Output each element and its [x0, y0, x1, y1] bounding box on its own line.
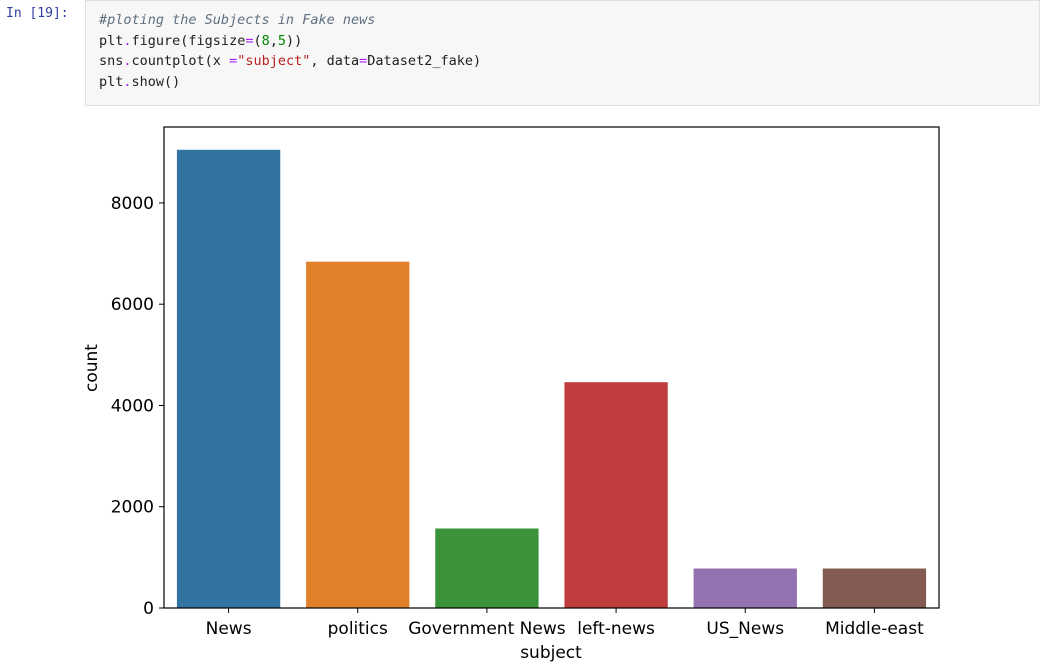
- countplot-chart: 0 2000 4000 6000 8000 News politics Government…: [82, 126, 940, 663]
- x-tick-label: Government News: [408, 619, 566, 639]
- y-tick-label: 2000: [111, 498, 154, 518]
- y-axis-label: count: [82, 344, 102, 392]
- bar-government-news: [435, 528, 539, 608]
- cell-output: 0 2000 4000 6000 8000 News politics Government…: [0, 110, 1040, 666]
- y-tick-label: 8000: [111, 194, 154, 214]
- x-axis-label: subject: [520, 643, 582, 663]
- bar-left-news: [564, 382, 668, 608]
- y-tick-label: 4000: [111, 396, 154, 416]
- bar-middle-east: [822, 568, 927, 608]
- x-tick-label: US_News: [706, 619, 784, 639]
- x-tick-label: News: [206, 619, 252, 639]
- y-tick-label: 0: [143, 599, 154, 619]
- y-tick-label: 6000: [111, 295, 154, 315]
- cell-prompt: In [19]:: [6, 6, 69, 21]
- bar-us-news: [693, 568, 797, 608]
- plot-frame: [163, 126, 940, 609]
- bar-politics: [306, 261, 410, 608]
- bar-news: [176, 149, 281, 608]
- x-tick-label: Middle-east: [825, 619, 924, 639]
- x-tick-label: politics: [328, 619, 388, 639]
- code-cell-input[interactable]: #ploting the Subjects in Fake news plt.f…: [85, 0, 1040, 106]
- x-tick-label: left-news: [577, 619, 655, 639]
- code-editor[interactable]: #ploting the Subjects in Fake news plt.f…: [99, 12, 482, 90]
- code-comment: #ploting the Subjects in Fake news: [99, 12, 376, 28]
